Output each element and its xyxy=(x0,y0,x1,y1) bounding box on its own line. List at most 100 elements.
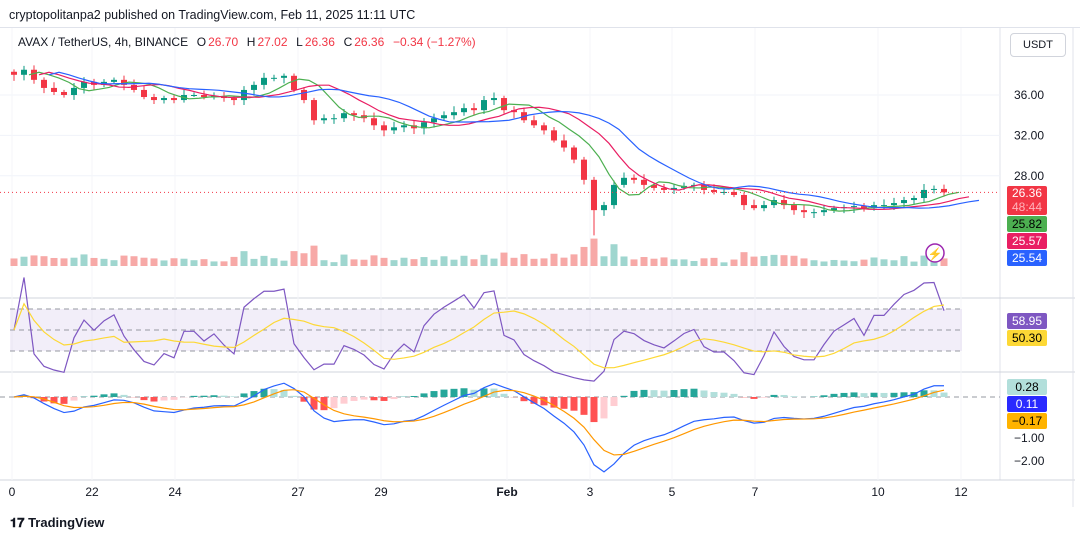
volume-bar xyxy=(680,259,688,266)
volume-bar xyxy=(90,257,98,266)
macd-histogram-bar xyxy=(250,391,258,397)
volume-bar xyxy=(780,255,788,266)
candle-body xyxy=(601,205,607,211)
candle-body xyxy=(461,108,467,113)
macd-histogram-bar xyxy=(50,397,58,404)
volume-bar xyxy=(840,260,848,266)
macd-histogram-bar xyxy=(260,388,268,397)
time-tick: 27 xyxy=(291,485,305,499)
volume-bar xyxy=(610,244,618,266)
macd-histogram-bar xyxy=(520,397,528,402)
macd-histogram-bar xyxy=(660,390,668,397)
macd-histogram-bar xyxy=(200,395,208,397)
volume-bar xyxy=(290,251,298,266)
macd-histogram-bar xyxy=(450,388,458,397)
signal-line xyxy=(13,389,945,456)
volume-bar xyxy=(670,259,678,266)
macd-histogram-bar xyxy=(230,396,238,397)
macd-histogram-bar xyxy=(790,396,798,397)
candle-body xyxy=(471,108,477,111)
candle-body xyxy=(131,84,137,90)
volume-bar xyxy=(790,255,798,266)
currency-button[interactable]: USDT xyxy=(1010,33,1066,57)
candle-body xyxy=(171,98,177,101)
volume-bar xyxy=(80,254,88,266)
candle-body xyxy=(331,118,337,120)
open-label: O xyxy=(196,35,207,49)
candle-countdown: 48:44 xyxy=(1011,200,1043,214)
high-value: 27.02 xyxy=(257,35,288,49)
candle-body xyxy=(401,125,407,128)
candle-body xyxy=(651,184,657,188)
candle-body xyxy=(891,203,897,206)
volume-bar xyxy=(300,253,308,266)
macd-histogram-bar xyxy=(570,397,578,411)
time-tick: 29 xyxy=(374,485,388,499)
logo-icon: 𝟏𝟕 xyxy=(10,515,29,530)
volume-bar xyxy=(750,256,758,266)
macd-histogram-bar xyxy=(680,389,688,397)
ma-green-label: 25.82 xyxy=(1007,216,1047,232)
macd-histogram-bar xyxy=(340,397,348,404)
volume-bar xyxy=(570,254,578,266)
candle-body xyxy=(421,122,427,129)
macd-histogram-bar xyxy=(270,389,278,397)
macd-histogram-bar xyxy=(90,395,98,397)
signal-label: −0.17 xyxy=(1007,413,1047,429)
macd-histogram-bar xyxy=(720,392,728,397)
volume-bar xyxy=(250,258,258,266)
candle-body xyxy=(351,113,357,116)
rsi-line xyxy=(13,277,945,382)
macd-histogram-bar xyxy=(120,394,128,397)
time-tick: 10 xyxy=(871,485,885,499)
candle-body xyxy=(251,84,257,90)
candle-body xyxy=(811,212,817,214)
candle-body xyxy=(881,205,887,207)
macd-histogram-bar xyxy=(610,397,618,407)
candle-body xyxy=(41,79,47,88)
macd-histogram-bar xyxy=(370,397,378,401)
candle-body xyxy=(121,79,127,85)
tradingview-logo[interactable]: 𝟏𝟕 TradingView xyxy=(10,515,104,531)
macd-histogram-bar xyxy=(690,388,698,397)
macd-histogram-bar xyxy=(670,390,678,397)
candle-body xyxy=(491,98,497,101)
candle-body xyxy=(311,100,317,121)
macd-histogram-bar xyxy=(210,395,218,397)
macd-histogram-bar xyxy=(280,389,288,397)
change-value: −0.34 (−1.27%) xyxy=(392,35,476,49)
rsi-label: 58.95 xyxy=(1007,313,1047,329)
volume-bar xyxy=(720,262,728,266)
candle-body xyxy=(931,188,937,190)
macd-histogram-bar xyxy=(240,393,248,397)
volume-bar xyxy=(70,257,78,266)
symbol-legend: AVAX / TetherUS, 4h, BINANCE O 26.70 H 27.… xyxy=(18,35,478,49)
symbol-title[interactable]: AVAX / TetherUS, 4h, BINANCE xyxy=(18,35,189,49)
brand-name: TradingView xyxy=(28,515,105,530)
volume-bar xyxy=(240,251,248,266)
volume-bar xyxy=(320,260,328,266)
macd-histogram-bar xyxy=(350,397,358,401)
volume-bar xyxy=(170,258,178,266)
candle-body xyxy=(861,206,867,209)
rsi-ma-label: 50.30 xyxy=(1007,330,1047,346)
candle-body xyxy=(321,118,327,121)
volume-bar xyxy=(920,255,928,266)
macd-histogram-bar xyxy=(460,388,468,397)
price-tick: 28.00 xyxy=(1014,169,1044,183)
open-value: 26.70 xyxy=(208,35,239,49)
volume-bar xyxy=(700,258,708,266)
time-tick: 22 xyxy=(85,485,99,499)
volume-bar xyxy=(850,261,858,266)
candle-body xyxy=(341,113,347,119)
macd-histogram-bar xyxy=(540,397,548,406)
volume-bar xyxy=(310,245,318,266)
candle-body xyxy=(71,87,77,95)
volume-bar xyxy=(870,257,878,266)
close-value: 26.36 xyxy=(354,35,385,49)
time-tick: 7 xyxy=(752,485,759,499)
volume-bar xyxy=(650,258,658,266)
macd-histogram-bar xyxy=(730,393,738,397)
candle-body xyxy=(151,97,157,101)
